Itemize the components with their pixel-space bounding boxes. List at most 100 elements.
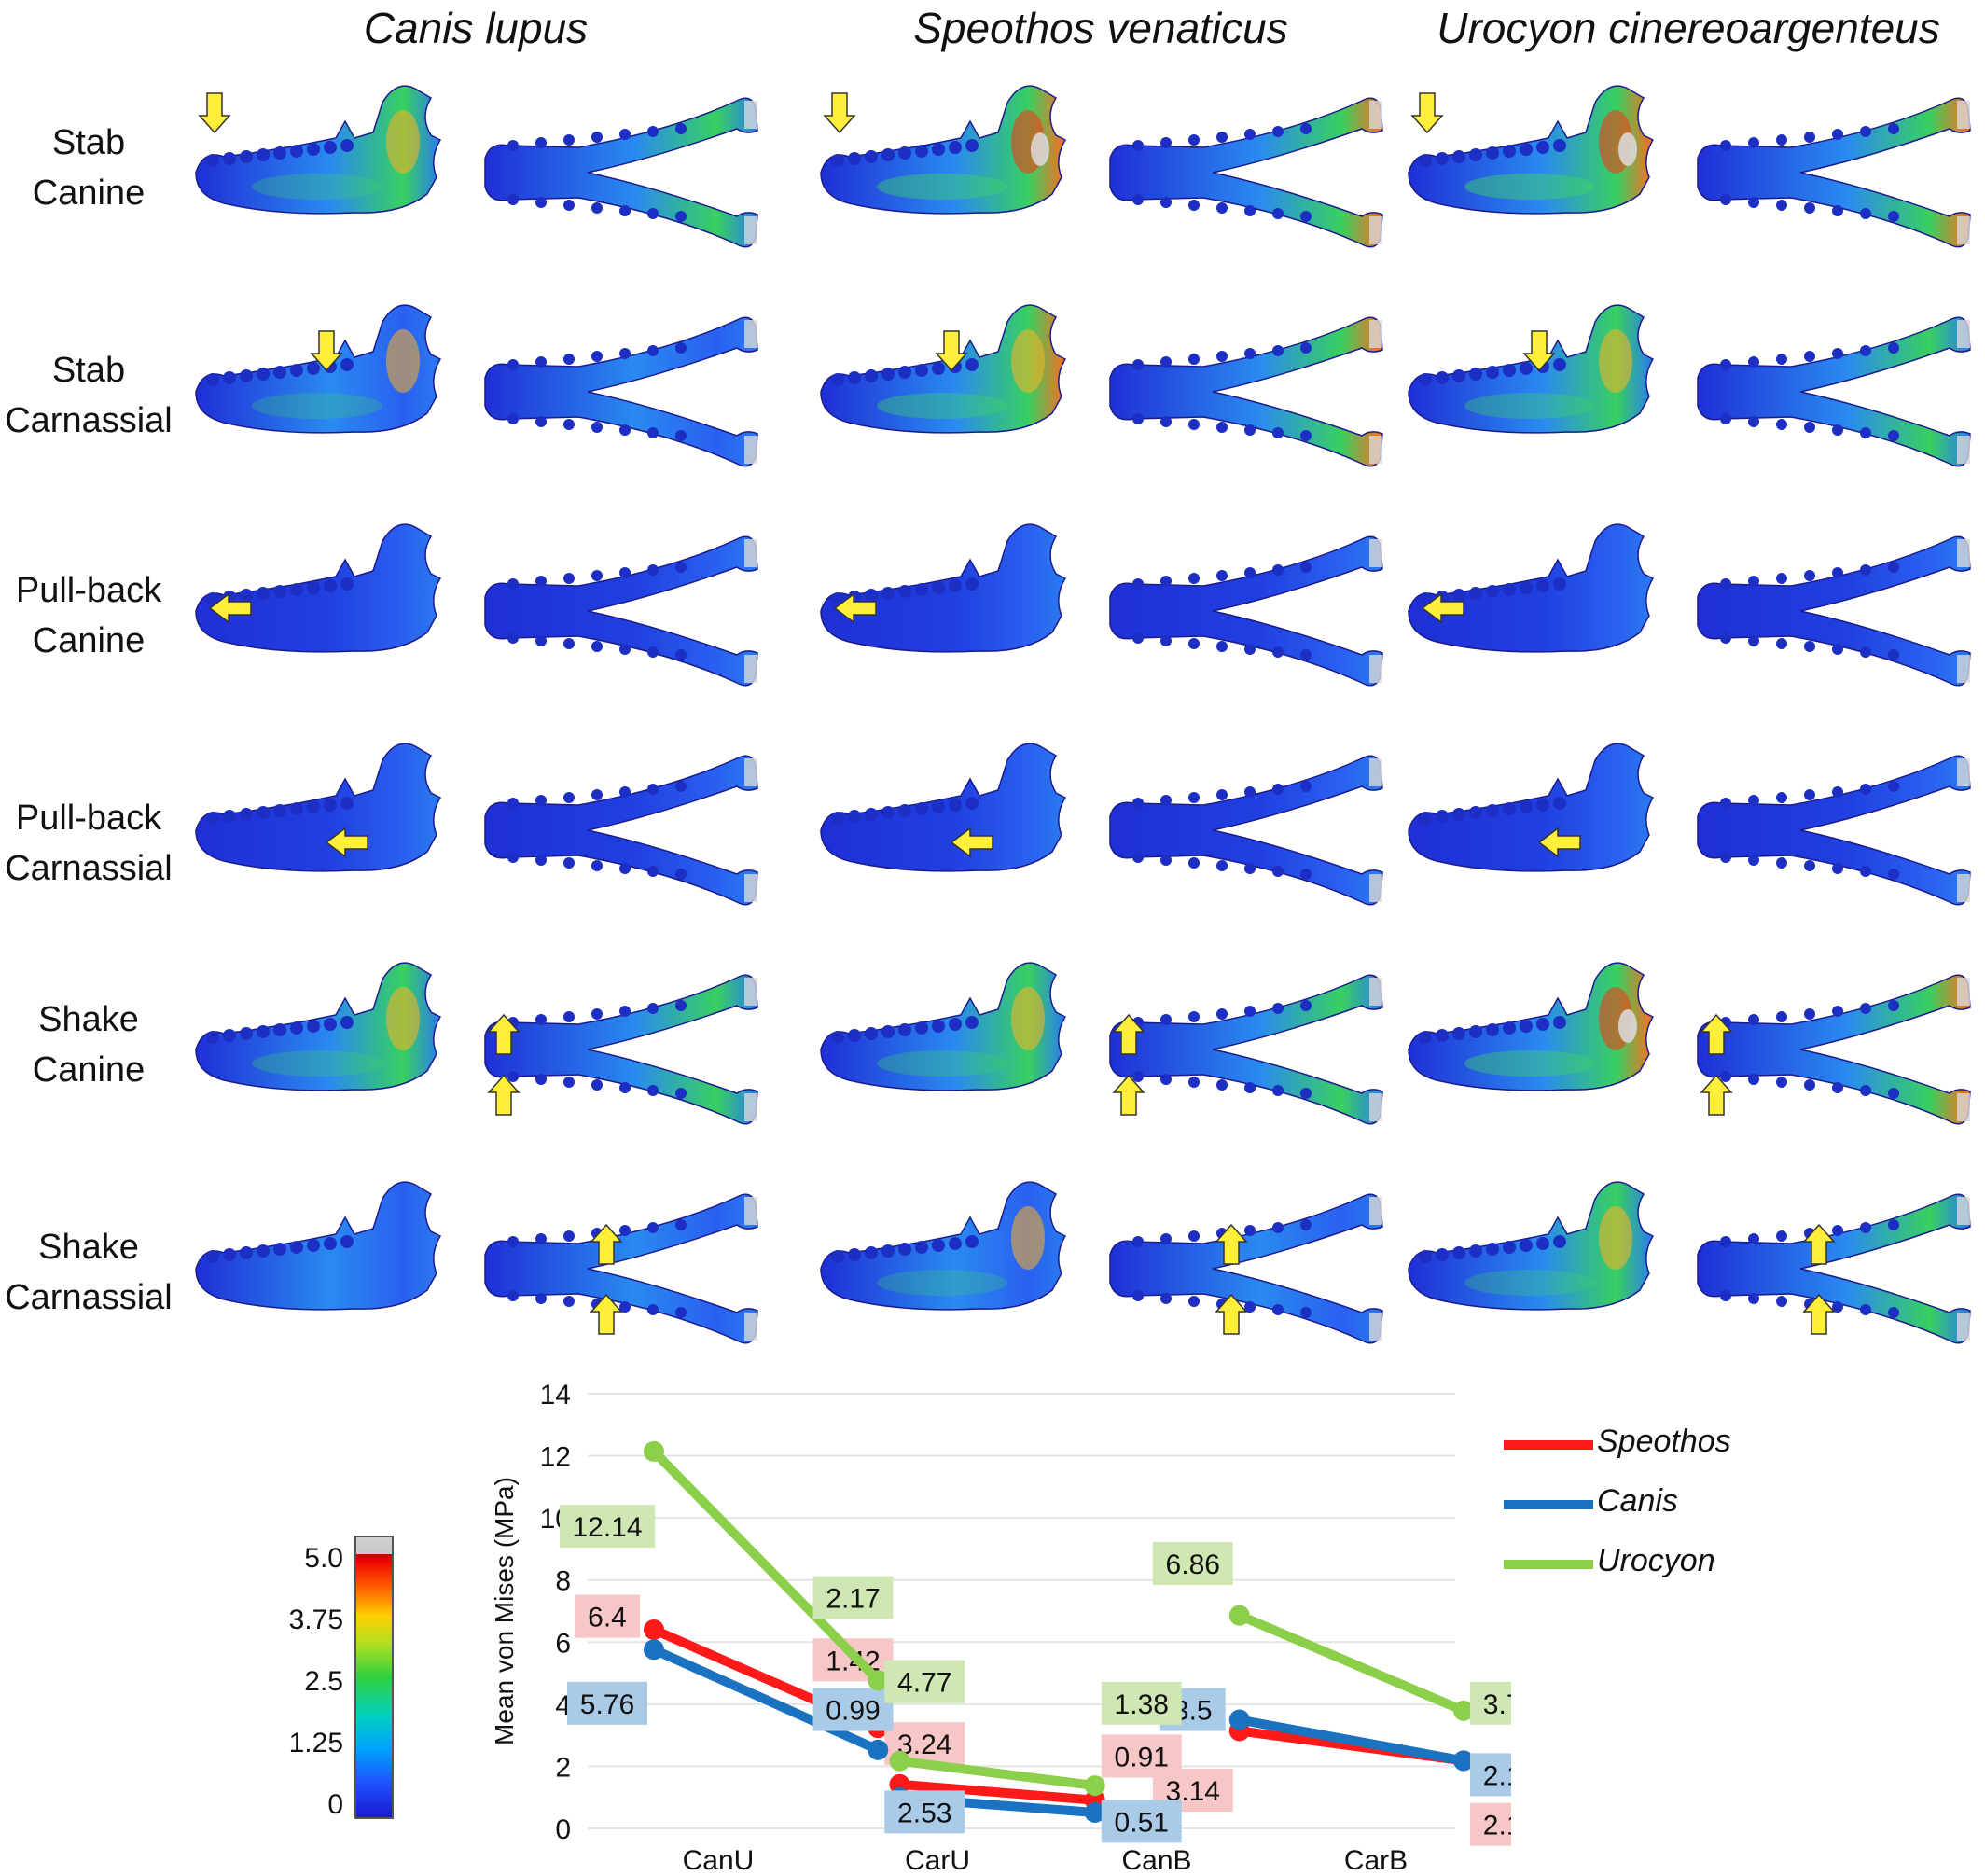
occlusal-view <box>1109 755 1383 906</box>
legend-swatch <box>1504 1560 1593 1569</box>
force-arrow-icon <box>487 1013 521 1055</box>
data-point-canis <box>1228 1709 1250 1730</box>
x-tick-label: CanB <box>1121 1845 1191 1876</box>
force-arrow-icon <box>1537 827 1581 858</box>
y-tick-label: 14 <box>540 1380 571 1410</box>
x-tick-label: CanU <box>683 1845 755 1876</box>
data-label-urocyon: 2.17 <box>812 1576 894 1619</box>
force-arrow-icon <box>1112 1013 1145 1055</box>
y-axis-label: Mean von Mises (MPa) <box>490 1477 519 1745</box>
data-label-canis: 2.18 <box>1470 1753 1511 1797</box>
data-point-urocyon <box>1453 1700 1474 1721</box>
row-label-pullback-canine: Pull-back Canine <box>15 571 162 660</box>
x-tick-label: CarU <box>905 1845 970 1876</box>
occlusal-view <box>484 755 758 906</box>
force-arrow-icon <box>833 592 877 624</box>
force-arrow-icon <box>1112 1074 1145 1116</box>
force-arrow-icon <box>1421 592 1464 624</box>
occlusal-view <box>1697 97 1971 248</box>
data-point-canis <box>868 1739 889 1760</box>
data-point-urocyon <box>868 1670 889 1691</box>
mandible-speothos-stab-carnassial <box>812 303 1390 490</box>
force-arrow-icon <box>590 1223 623 1265</box>
column-title-canis: Canis lupus <box>363 4 589 52</box>
y-tick-label: 0 <box>555 1814 571 1845</box>
svg-text:2.18: 2.18 <box>1483 1760 1511 1791</box>
occlusal-view <box>484 316 758 467</box>
mandible-speothos-shake-canine <box>812 961 1390 1147</box>
colorbar-tick: 0 <box>327 1789 343 1820</box>
svg-text:2.18: 2.18 <box>1483 1811 1511 1841</box>
y-tick-label: 6 <box>555 1628 571 1659</box>
data-label-canis: 0.99 <box>812 1688 894 1731</box>
force-arrow-icon <box>208 592 252 624</box>
data-point-urocyon <box>889 1750 910 1772</box>
mandible-urocyon-stab-canine <box>1399 84 1978 271</box>
mandible-canis-pullback-canine <box>187 522 765 709</box>
svg-text:2.53: 2.53 <box>897 1798 951 1828</box>
data-point-urocyon <box>1084 1775 1105 1797</box>
force-arrow-icon <box>310 330 343 372</box>
force-arrow-icon <box>198 92 231 134</box>
occlusal-view <box>1697 974 1971 1125</box>
data-label-speothos: 0.91 <box>1101 1734 1182 1778</box>
row-label-stab-canine: Stab Canine <box>32 123 146 213</box>
occlusal-view <box>484 97 758 248</box>
occlusal-view <box>1109 974 1383 1125</box>
svg-text:1.38: 1.38 <box>1115 1689 1169 1720</box>
row-label-stab-carnassial: Stab Carnassial <box>5 351 173 440</box>
occlusal-view <box>1109 535 1383 687</box>
mandible-urocyon-stab-carnassial <box>1399 303 1978 490</box>
force-arrow-icon <box>1410 92 1444 134</box>
data-point-urocyon <box>1228 1605 1250 1626</box>
series-line-urocyon <box>895 1756 1100 1791</box>
data-label-urocyon: 1.38 <box>1101 1681 1182 1725</box>
force-arrow-icon <box>487 1074 521 1116</box>
y-tick-label: 2 <box>555 1752 571 1783</box>
row-label-shake-canine: Shake Canine <box>32 1000 146 1090</box>
occlusal-view <box>484 535 758 687</box>
mandible-urocyon-pullback-canine <box>1399 522 1978 709</box>
series-line-speothos <box>895 1779 1100 1805</box>
data-label-urocyon: 4.77 <box>884 1660 965 1703</box>
data-label-canis: 5.76 <box>567 1681 647 1725</box>
data-point-canis <box>1453 1750 1474 1772</box>
occlusal-view <box>1697 755 1971 906</box>
svg-text:4.77: 4.77 <box>897 1668 951 1699</box>
mandible-speothos-shake-carnassial <box>812 1180 1390 1367</box>
column-title-urocyon: Urocyon cinereoargenteus <box>1437 4 1940 52</box>
occlusal-view <box>1109 97 1383 248</box>
data-point-speothos <box>644 1619 664 1640</box>
row-label-shake-carnassial: Shake Carnassial <box>5 1228 173 1317</box>
force-arrow-icon <box>1215 1293 1248 1335</box>
mandible-urocyon-shake-carnassial <box>1399 1180 1978 1367</box>
data-label-urocyon: 3.79 <box>1470 1681 1511 1725</box>
svg-text:2.17: 2.17 <box>826 1584 880 1615</box>
mandible-canis-stab-canine <box>187 84 765 271</box>
mandible-canis-stab-carnassial <box>187 303 765 490</box>
data-point-canis <box>1084 1802 1105 1824</box>
force-arrow-icon <box>1700 1074 1733 1116</box>
legend-label: Urocyon <box>1597 1543 1715 1578</box>
svg-text:6.4: 6.4 <box>588 1603 627 1633</box>
svg-text:12.14: 12.14 <box>572 1512 642 1543</box>
data-label-speothos: 6.4 <box>575 1594 640 1638</box>
data-point-urocyon <box>644 1440 664 1462</box>
force-arrow-icon <box>823 92 856 134</box>
force-arrow-icon <box>1802 1293 1836 1335</box>
force-arrow-icon <box>325 827 368 858</box>
data-label-speothos: 3.14 <box>1152 1769 1233 1813</box>
x-tick-label: CarB <box>1344 1845 1408 1876</box>
y-tick-label: 8 <box>555 1566 571 1597</box>
legend-swatch <box>1504 1440 1593 1450</box>
colorbar-tick: 5.0 <box>304 1543 343 1574</box>
legend-label: Speothos <box>1597 1424 1731 1459</box>
series-line-canis <box>649 1645 883 1755</box>
svg-text:0.51: 0.51 <box>1115 1807 1169 1838</box>
svg-text:3.79: 3.79 <box>1483 1689 1511 1720</box>
data-label-canis: 0.51 <box>1101 1800 1182 1843</box>
svg-text:6.86: 6.86 <box>1166 1549 1220 1580</box>
legend-label: Canis <box>1597 1483 1678 1519</box>
mandible-canis-pullback-carnassial <box>187 742 765 928</box>
force-arrow-icon <box>590 1293 623 1335</box>
